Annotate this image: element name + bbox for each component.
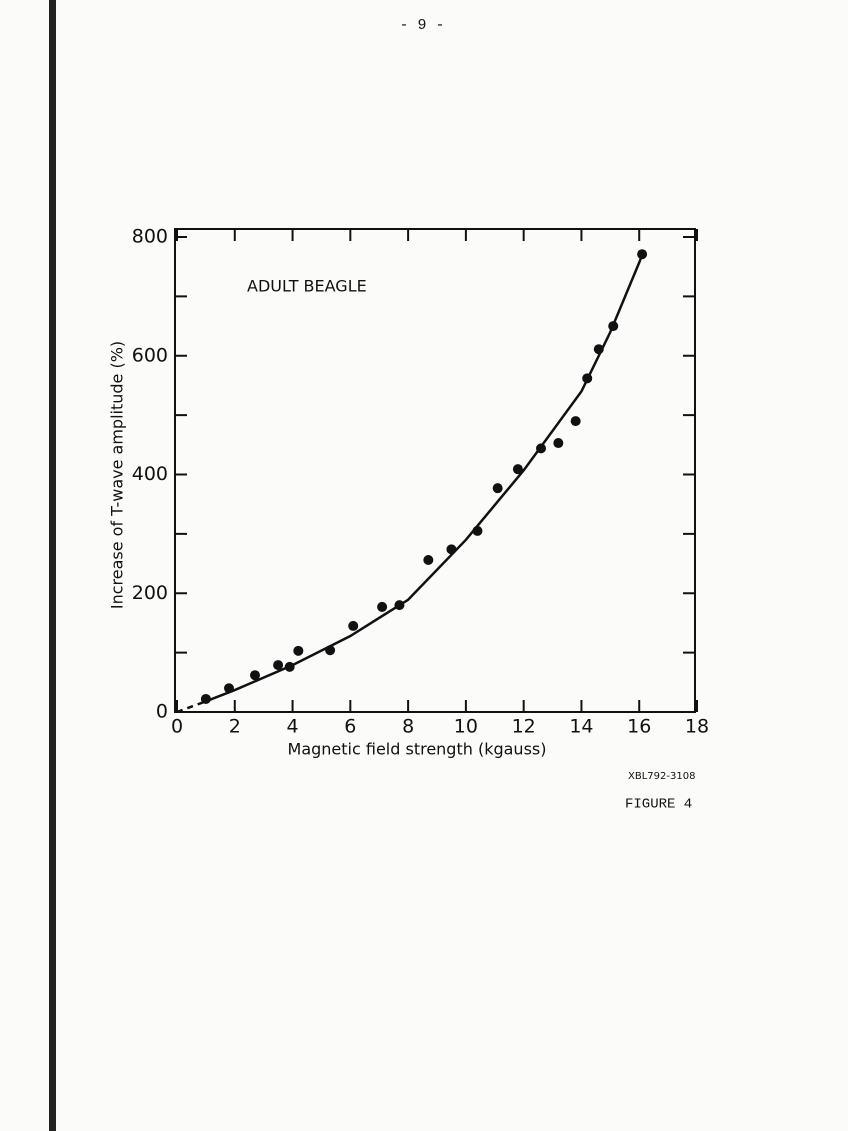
data-point <box>224 683 234 694</box>
y-axis-label: Increase of T-wave amplitude (%) <box>108 341 127 609</box>
data-point <box>273 660 284 671</box>
y-tick-label: 600 <box>132 344 168 366</box>
data-point <box>250 670 260 681</box>
data-point <box>582 373 593 384</box>
x-tick-label: 10 <box>454 716 478 738</box>
x-tick-label: 8 <box>402 716 414 738</box>
data-point <box>446 544 457 555</box>
data-point <box>325 645 336 656</box>
page-number: - 9 - <box>399 17 444 34</box>
data-point <box>394 600 405 611</box>
figure-label: FIGURE 4 <box>625 797 692 813</box>
x-axis-label: Magnetic field strength (kgauss) <box>288 740 547 759</box>
data-point <box>423 555 434 565</box>
x-tick-label: 4 <box>287 716 299 738</box>
data-point <box>512 464 523 475</box>
figure-code: XBL792-3108 <box>628 771 695 782</box>
x-tick-label: 6 <box>344 716 356 738</box>
y-tick-label: 200 <box>132 582 168 604</box>
fit-curve-dashed <box>176 700 207 714</box>
fit-curve <box>205 254 644 703</box>
data-point <box>608 321 619 332</box>
data-point <box>553 438 564 449</box>
x-tick-label: 18 <box>685 716 709 738</box>
binding-edge <box>49 0 56 1131</box>
data-point <box>284 661 295 672</box>
x-tick-label: 0 <box>171 716 183 738</box>
data-point <box>570 416 581 427</box>
y-tick-label: 0 <box>156 701 168 723</box>
data-point <box>200 693 211 704</box>
x-tick-label: 2 <box>229 716 241 738</box>
data-point <box>593 344 604 355</box>
y-tick-label: 800 <box>132 226 168 248</box>
plot-frame <box>174 228 696 713</box>
data-point <box>377 601 388 612</box>
data-point <box>637 249 648 260</box>
data-point <box>492 483 503 494</box>
data-point <box>348 620 359 631</box>
y-tick-label: 400 <box>132 463 168 485</box>
data-point <box>536 443 546 454</box>
data-point <box>293 645 304 656</box>
annotation: ADULT BEAGLE <box>247 277 367 296</box>
x-tick-label: 16 <box>627 716 651 738</box>
data-point <box>472 525 483 536</box>
x-tick-label: 14 <box>569 716 593 738</box>
x-tick-label: 12 <box>512 716 536 738</box>
